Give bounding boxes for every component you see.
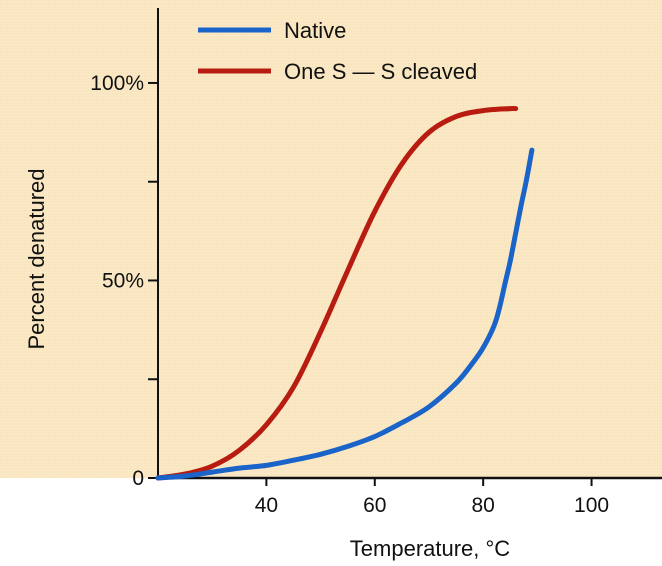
y-tick-label: 0	[132, 467, 144, 490]
series-line-native	[155, 147, 535, 481]
series-line-one-s-s-cleaved	[155, 105, 519, 481]
y-tick-label: 100%	[90, 72, 144, 95]
axes: 0 50% 100% 40 60 80 100	[90, 8, 662, 517]
plot-texture	[0, 0, 662, 478]
y-tick-label: 50%	[102, 269, 144, 292]
x-tick-label: 80	[471, 494, 494, 517]
x-tick-label: 60	[363, 494, 386, 517]
series-layer	[155, 105, 535, 481]
x-tick-label: 100	[574, 494, 609, 517]
legend: Native One S — S cleaved	[198, 18, 477, 84]
legend-label-native: Native	[284, 18, 346, 43]
legend-label-one-s-s-cleaved: One S — S cleaved	[284, 59, 477, 84]
x-axis-label: Temperature, °C	[350, 536, 511, 561]
x-tick-label: 40	[255, 494, 278, 517]
y-axis-label: Percent denatured	[24, 168, 49, 349]
